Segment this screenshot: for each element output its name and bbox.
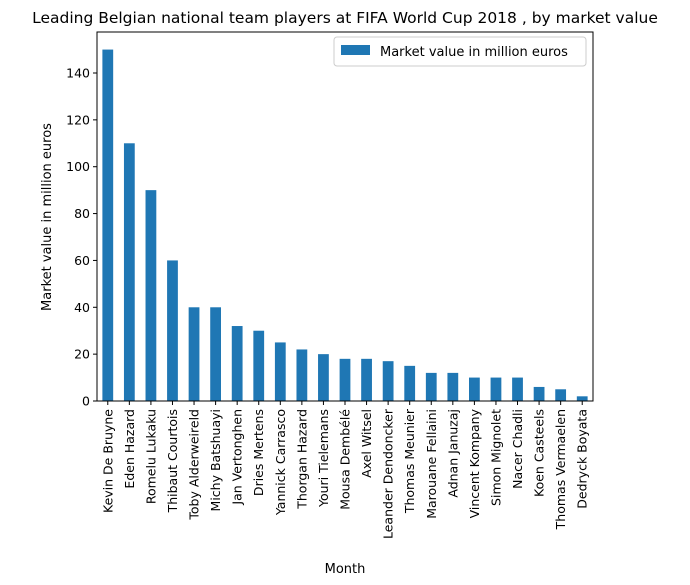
x-tick-label: Michy Batshuayi [208, 409, 223, 511]
x-tick-label: Adnan Januzaj [445, 409, 460, 498]
y-tick-label: 120 [66, 112, 90, 127]
x-tick-label: Koen Casteels [532, 409, 547, 497]
bar [188, 307, 200, 401]
y-tick-label: 100 [66, 159, 90, 174]
bar [318, 354, 329, 401]
x-tick-label: Thomas Meunier [402, 408, 417, 514]
bar [296, 349, 308, 401]
y-tick-label: 60 [74, 253, 90, 268]
bar [145, 190, 157, 401]
x-tick-label: Leander Dendoncker [381, 408, 396, 539]
bar [253, 330, 265, 401]
x-tick-label: Thibaut Courtois [165, 409, 180, 513]
plot-area [96, 31, 594, 402]
x-tick-label: Kevin De Bruyne [100, 409, 115, 513]
bar [102, 49, 114, 401]
x-axis-label: Month [325, 562, 366, 577]
bar [231, 326, 243, 401]
bar [490, 377, 502, 401]
bar [210, 307, 221, 401]
x-tick-label: Romelu Lukaku [143, 409, 158, 504]
x-tick-label: Eden Hazard [122, 409, 137, 489]
bar [576, 396, 588, 401]
y-tick-label: 20 [74, 347, 90, 362]
x-tick-label: Marouane Fellaini [424, 409, 439, 519]
x-tick-label: Simon Mignolet [488, 409, 503, 506]
y-axis-label: Market value in million euros [40, 123, 55, 311]
y-axis: 0 20 40 60 80 100 120 140 [66, 66, 97, 409]
bar [361, 358, 372, 401]
bar [274, 342, 286, 401]
legend-swatch [341, 45, 370, 55]
bar [167, 260, 178, 401]
y-tick-label: 0 [82, 394, 90, 409]
y-tick-label: 80 [74, 206, 90, 221]
x-axis: Kevin De Bruyne Eden Hazard Romelu Lukaku T… [100, 401, 590, 539]
x-tick-label: Dedryck Boyata [575, 409, 590, 509]
bar [425, 372, 437, 401]
x-tick-label: Dries Mertens [251, 409, 266, 496]
bar [382, 361, 394, 401]
x-tick-label: Nacer Chadli [510, 409, 525, 489]
bar [469, 377, 480, 401]
x-tick-label: Toby Alderweireld [187, 409, 202, 521]
legend-label: Market value in million euros [380, 45, 568, 60]
y-tick-label: 40 [74, 300, 90, 315]
bar [555, 389, 567, 401]
x-tick-label: Yannick Carrasco [273, 409, 288, 516]
bar [339, 358, 351, 401]
bar [447, 372, 459, 401]
y-tick-label: 140 [66, 66, 90, 81]
x-tick-label: Thomas Vermaelen [553, 409, 568, 530]
x-tick-label: Thorgan Hazard [294, 409, 309, 510]
bar [512, 377, 523, 401]
x-tick-label: Jan Vertonghen [230, 409, 245, 506]
legend-box [333, 36, 587, 67]
x-tick-label: Axel Witsel [359, 409, 374, 478]
bar [404, 365, 416, 401]
x-tick-label: Youri Tielemans [316, 409, 331, 508]
bar [123, 143, 135, 402]
x-tick-label: Mousa Dembélé [338, 409, 353, 510]
legend: Market value in million euros [333, 36, 587, 67]
chart-title: Leading Belgian national team players at… [32, 9, 658, 27]
x-tick-label: Vincent Kompany [467, 408, 482, 518]
bar [533, 386, 545, 401]
